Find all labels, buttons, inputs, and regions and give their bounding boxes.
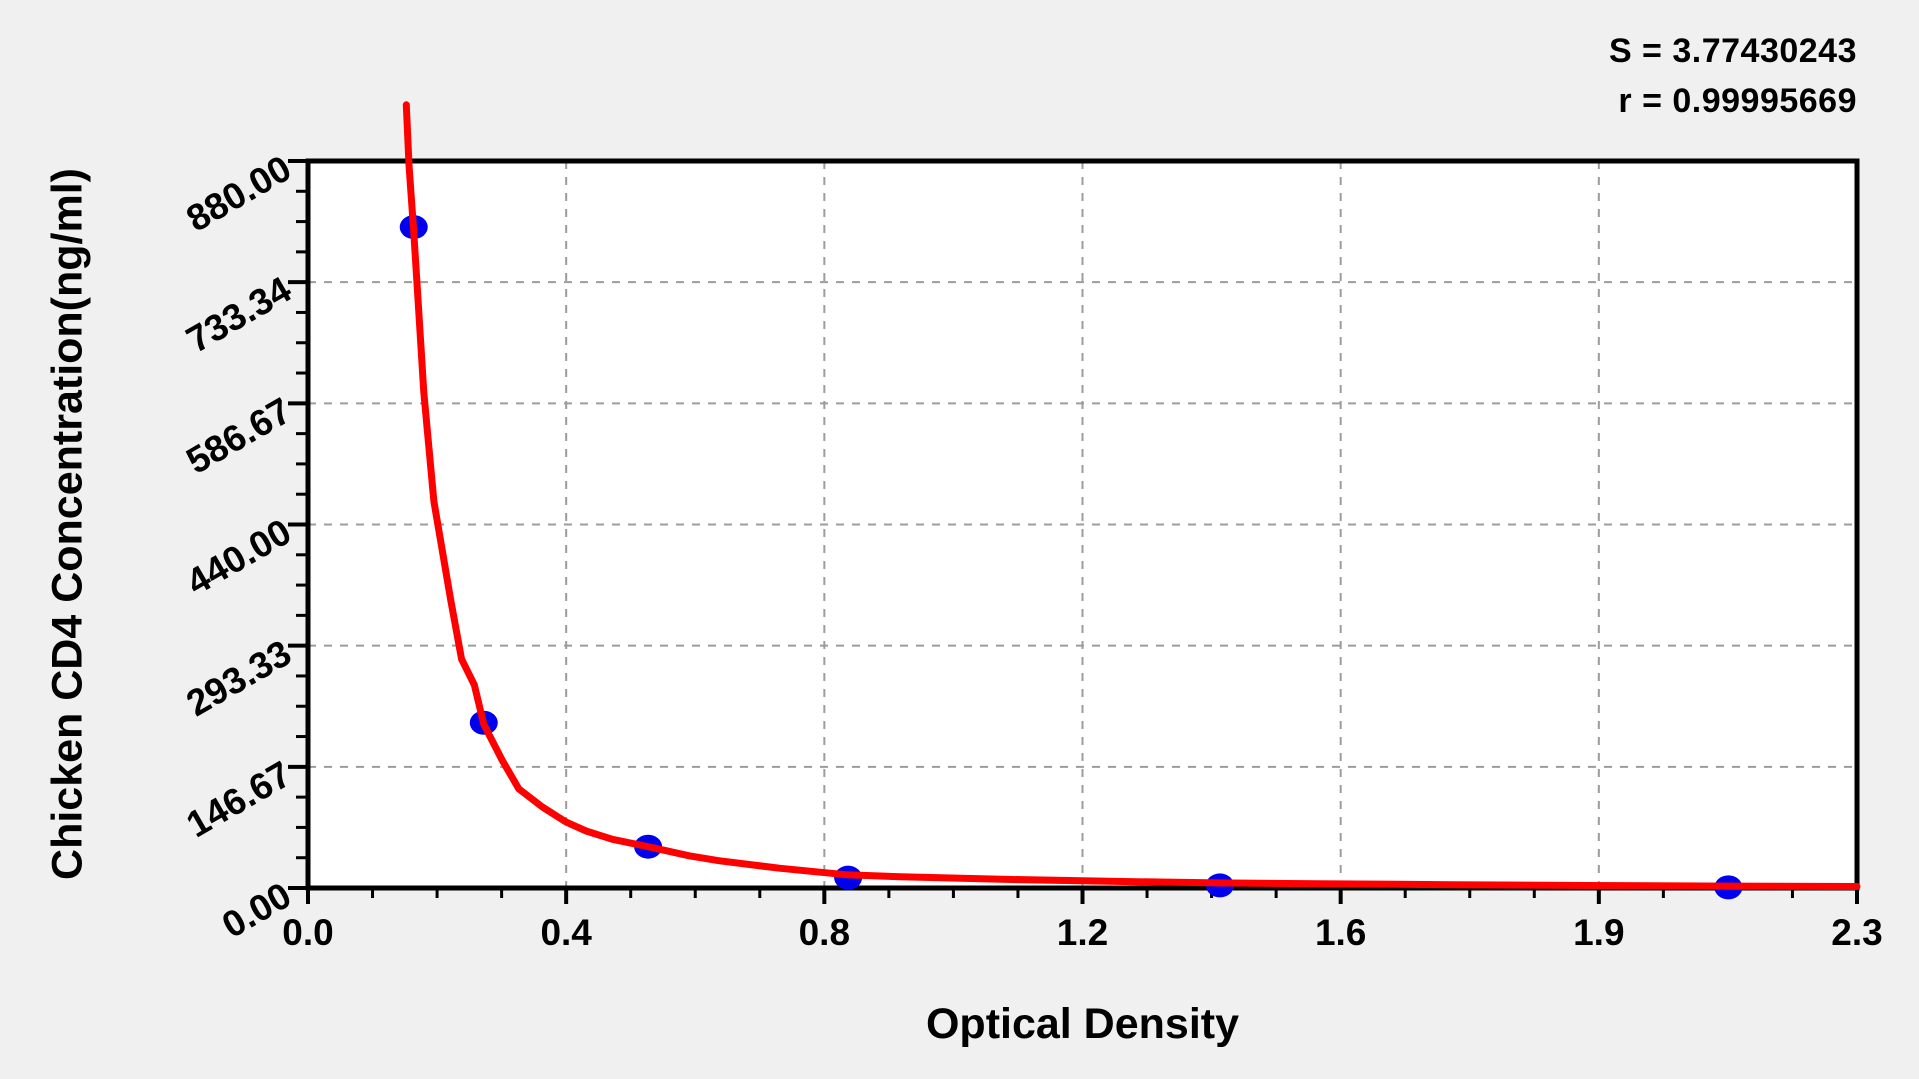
x-tick-label: 1.9 bbox=[1573, 912, 1624, 953]
x-tick-label: 1.6 bbox=[1315, 912, 1366, 953]
fit-statistics: S = 3.77430243 r = 0.99995669 bbox=[1609, 26, 1857, 126]
fit-statistic-r: r = 0.99995669 bbox=[1618, 82, 1857, 120]
x-tick-label: 0.4 bbox=[540, 912, 592, 953]
y-axis-title: Chicken CD4 Concentration(ng/ml) bbox=[43, 168, 92, 880]
fit-statistic-s: S = 3.77430243 bbox=[1608, 32, 1857, 70]
x-axis-title: Optical Density bbox=[925, 1000, 1240, 1048]
y-tick-label: 733.34 bbox=[179, 268, 298, 360]
y-tick-label: 293.33 bbox=[179, 632, 298, 724]
x-tick-label: 0.0 bbox=[282, 912, 333, 953]
y-tick-label: 586.67 bbox=[179, 390, 298, 482]
fitted-curve bbox=[402, 101, 1861, 890]
y-tick-label: 146.67 bbox=[179, 753, 298, 845]
y-tick-label: 440.00 bbox=[179, 511, 298, 603]
y-tick-label: 880.00 bbox=[179, 147, 298, 239]
x-tick-label: 1.2 bbox=[1057, 912, 1108, 953]
x-tick-label: 0.8 bbox=[799, 912, 850, 953]
x-tick-label: 2.3 bbox=[1831, 912, 1882, 953]
